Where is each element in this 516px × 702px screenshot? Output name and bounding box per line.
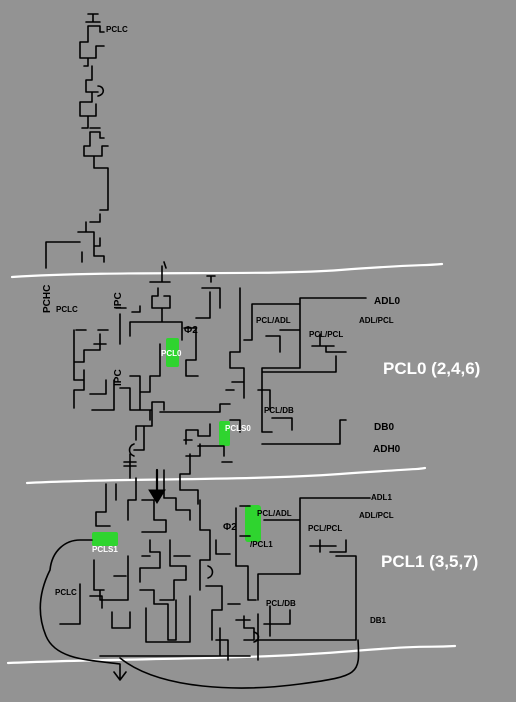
label-adl1: ADL1 <box>371 493 392 502</box>
boundary-middle <box>25 466 427 485</box>
label-pcl0: PCL0 <box>161 349 182 358</box>
label-db0: DB0 <box>374 422 395 433</box>
label-pcl-adl-1: PCL/ADL <box>257 509 292 518</box>
label-pclc-mid: PCLC <box>56 305 78 314</box>
label-pcl-adl-0: PCL/ADL <box>256 316 291 325</box>
transistor-gates <box>75 261 260 643</box>
section-boundaries <box>6 262 457 665</box>
label-pclc-top: PCLC <box>106 25 128 34</box>
highlight-pcl0 <box>166 338 179 367</box>
label-ipc-upper: IPC <box>113 292 124 309</box>
label-pcls0: PCLS0 <box>225 424 251 433</box>
label-pcl-db-0: PCL/DB <box>264 406 294 415</box>
section-title-pcl0: PCL0 (2,4,6) <box>383 359 481 378</box>
boundary-bottom <box>6 644 457 665</box>
label-pcl-db-1: PCL/DB <box>266 599 296 608</box>
label-phi2-upper: Φ2 <box>184 325 198 336</box>
label-phi2-lower: Φ2 <box>223 522 237 533</box>
circuit-wiring <box>39 13 371 689</box>
highlight-pcls1 <box>92 532 118 546</box>
label-pcl1-inv: /PCL1 <box>250 540 273 549</box>
highlight-pcls0 <box>219 421 230 446</box>
section-title-pcl1: PCL1 (3,5,7) <box>381 552 479 571</box>
wire-bit0 <box>73 265 367 457</box>
wire-top-chain <box>45 13 109 269</box>
label-pcl-pcl-0: PCL/PCL <box>309 330 344 339</box>
wire-bit1 <box>39 453 371 689</box>
label-pcl-pcl-1: PCL/PCL <box>308 524 343 533</box>
label-pcls1: PCLS1 <box>92 545 118 554</box>
label-pchc: PCHC <box>42 284 53 313</box>
label-adl0: ADL0 <box>374 296 401 307</box>
highlight-regions <box>92 338 261 546</box>
label-adl-pcl-1: ADL/PCL <box>359 511 394 520</box>
label-pclc-low: PCLC <box>55 588 77 597</box>
label-db1: DB1 <box>370 616 387 625</box>
label-ipc-lower: IPC <box>113 369 124 386</box>
highlight-pcl1 <box>245 505 261 542</box>
label-adh0: ADH0 <box>373 444 401 455</box>
arrow-down-icon <box>148 468 166 504</box>
boundary-top <box>10 262 444 279</box>
label-adl-pcl-0: ADL/PCL <box>359 316 394 325</box>
